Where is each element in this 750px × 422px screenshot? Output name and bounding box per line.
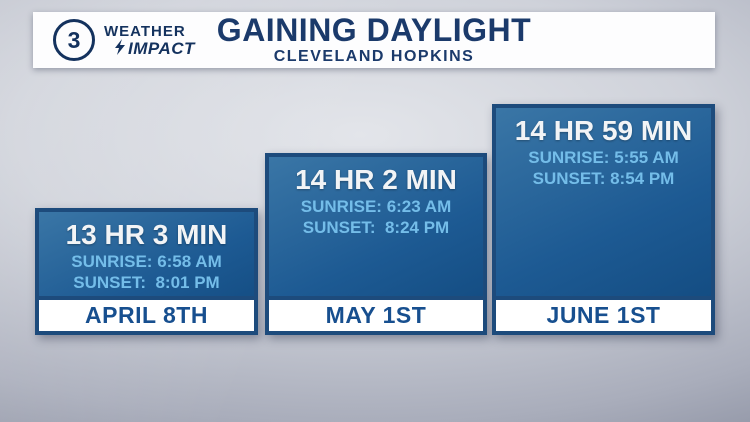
sunrise-time: SUNRISE: 5:55 AM (528, 148, 679, 167)
page-title: GAINING DAYLIGHT (216, 11, 532, 48)
sunrise-time: SUNRISE: 6:58 AM (71, 252, 222, 271)
daylight-bar-may-1: 14 HR 2 MIN SUNRISE: 6:23 AM SUNSET: 8:2… (265, 153, 487, 335)
sunset-time: SUNSET: 8:01 PM (73, 273, 220, 292)
daylight-bar-june-1: 14 HR 59 MIN SUNRISE: 5:55 AM SUNSET: 8:… (492, 104, 715, 335)
daylight-bar-april-8: 13 HR 3 MIN SUNRISE: 6:58 AM SUNSET: 8:0… (35, 208, 258, 335)
lightning-bolt-icon (115, 39, 125, 55)
bar-content: 14 HR 59 MIN SUNRISE: 5:55 AM SUNSET: 8:… (496, 108, 711, 189)
channel-3-icon: 3 (53, 19, 95, 61)
bar-date-label: MAY 1ST (269, 296, 483, 331)
bar-date-label: APRIL 8TH (39, 296, 254, 331)
bar-content: 14 HR 2 MIN SUNRISE: 6:23 AM SUNSET: 8:2… (269, 157, 483, 238)
header-titles: GAINING DAYLIGHT CLEVELAND HOPKINS (33, 11, 715, 66)
station-logo: 3 WEATHER IMPACT (53, 12, 195, 68)
bar-date-label: JUNE 1ST (496, 296, 711, 331)
daylight-duration: 13 HR 3 MIN (65, 219, 228, 250)
sunset-time: SUNSET: 8:24 PM (302, 218, 450, 237)
brand-weather-label: WEATHER (104, 22, 186, 40)
daylight-duration: 14 HR 59 MIN (514, 115, 693, 146)
page-subtitle: CLEVELAND HOPKINS (273, 48, 475, 66)
brand-impact-label: IMPACT (115, 39, 195, 57)
sunrise-time: SUNRISE: 6:23 AM (300, 197, 452, 216)
header-band: 3 WEATHER IMPACT GAINING DAYLIGHT CLEVEL… (33, 12, 715, 68)
station-number: 3 (67, 26, 81, 53)
bar-content: 13 HR 3 MIN SUNRISE: 6:58 AM SUNSET: 8:0… (39, 212, 254, 293)
weather-impact-logo: WEATHER IMPACT (104, 24, 195, 57)
sunset-time: SUNSET: 8:54 PM (532, 169, 675, 188)
daylight-duration: 14 HR 2 MIN (295, 164, 457, 195)
